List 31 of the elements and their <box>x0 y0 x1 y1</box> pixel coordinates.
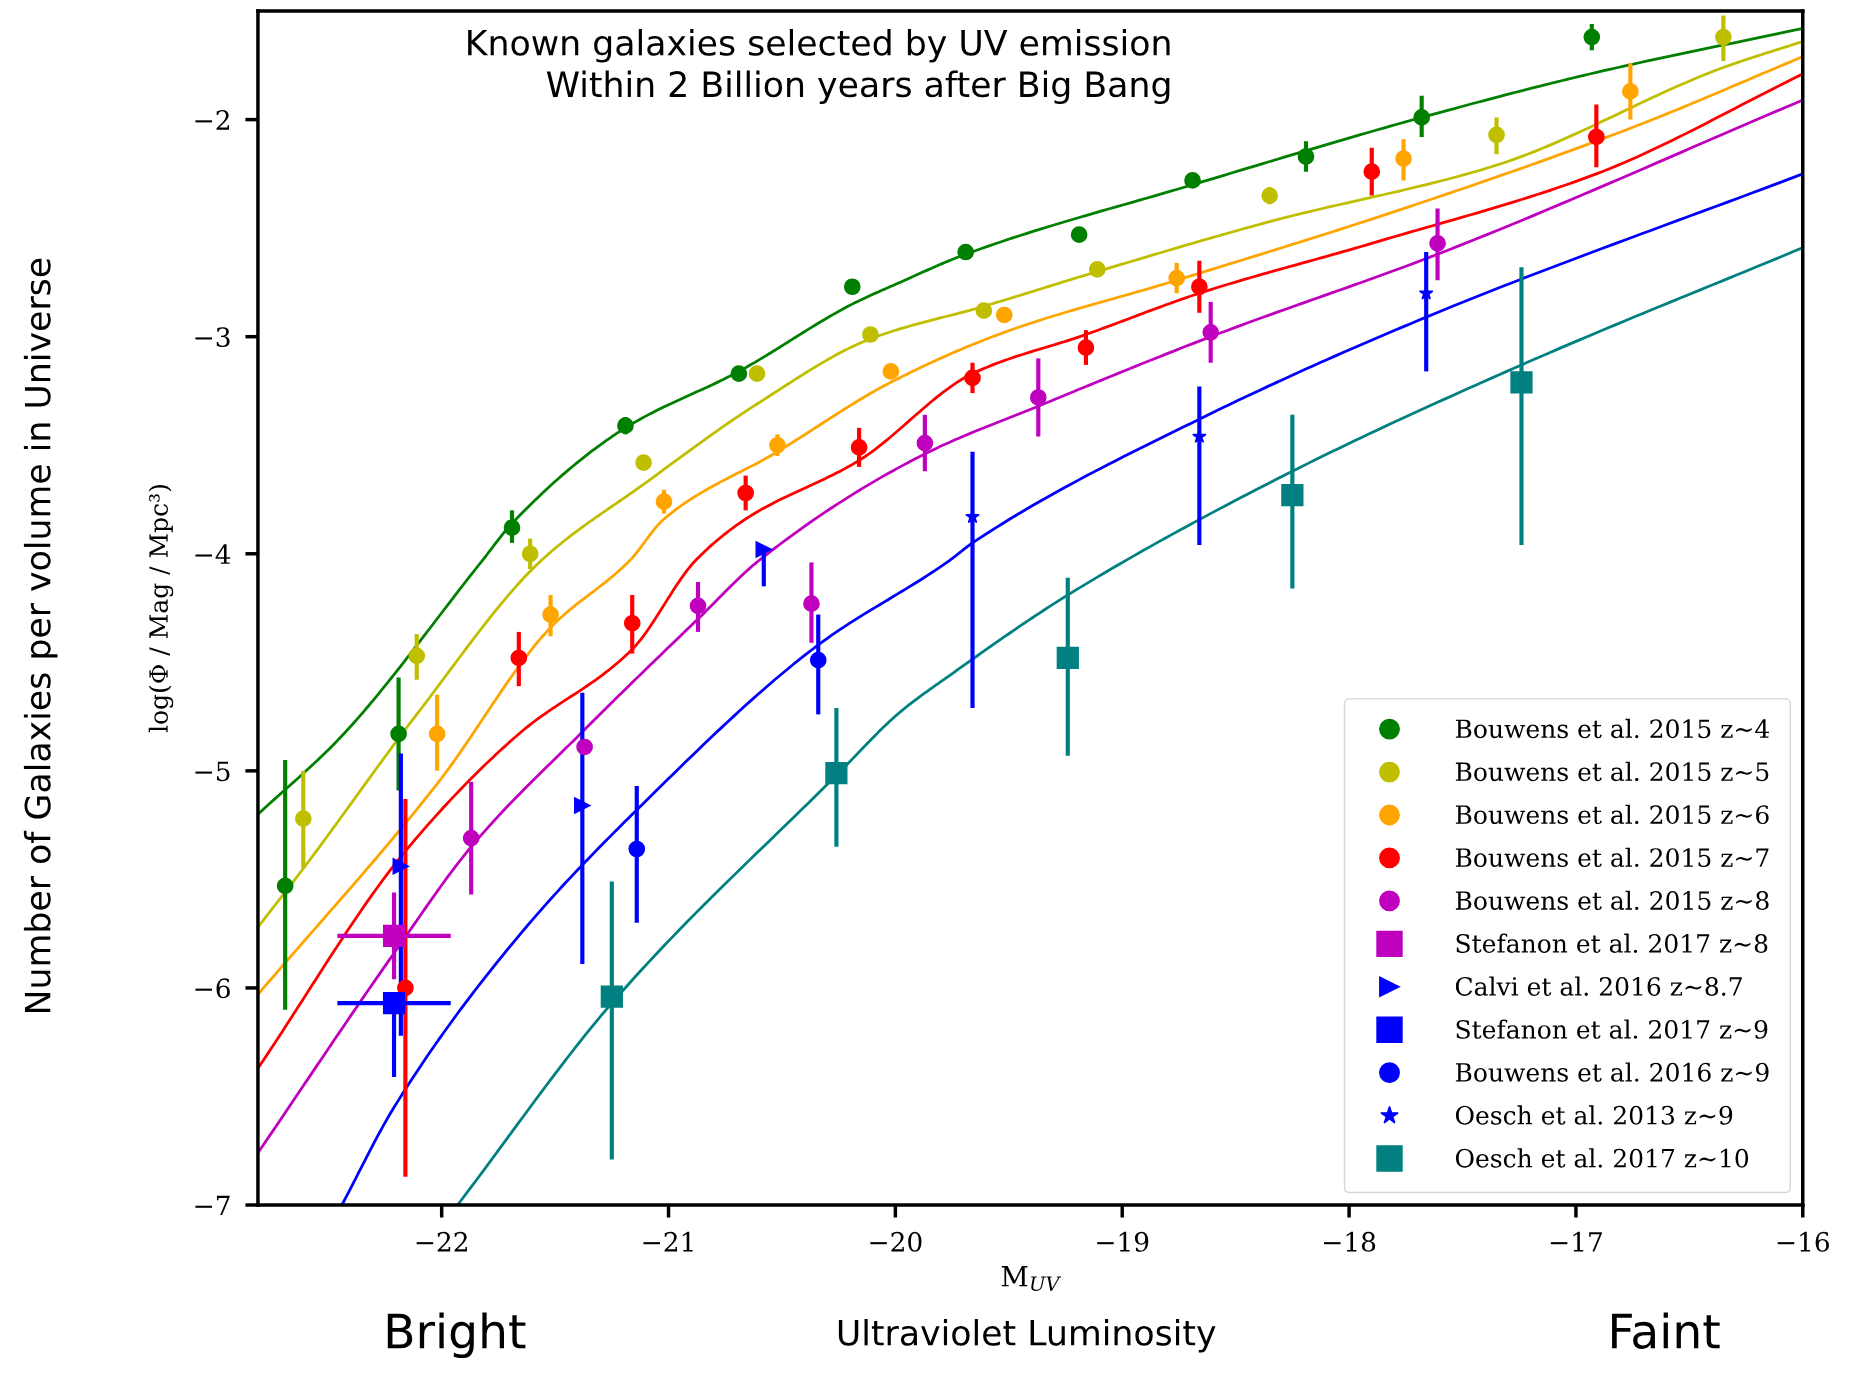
y-tick-label: −4 <box>195 544 231 564</box>
x-tick-label: −16 <box>1777 1231 1829 1252</box>
y-tick-label: −2 <box>195 110 229 130</box>
y-tick-label: −3 <box>195 327 230 348</box>
x-tick-label: −19 <box>1097 1231 1149 1252</box>
legend-label: Bouwens et al. 2016 z∼9 <box>1455 1062 1769 1082</box>
x-tick-label: −22 <box>416 1231 467 1252</box>
y-tick-label: −6 <box>195 978 230 999</box>
legend-label: Bouwens et al. 2015 z∼5 <box>1455 761 1769 782</box>
y-tick-label: −7 <box>195 1195 230 1216</box>
text: Faint <box>1612 1312 1720 1349</box>
y-tick-label: −5 <box>195 761 230 782</box>
x-tick-label: −17 <box>1550 1231 1602 1252</box>
legend-label: Stefanon et al. 2017 z∼8 <box>1456 933 1768 953</box>
legend-label: Calvi et al. 2016 z∼8.7 <box>1455 976 1742 996</box>
x-tick-label: −20 <box>870 1231 922 1252</box>
legend-label: Bouwens et al. 2015 z∼4 <box>1455 718 1770 739</box>
x-tick-label: −18 <box>1324 1231 1376 1252</box>
x-tick-label: −21 <box>643 1231 693 1252</box>
legend-label: Bouwens et al. 2015 z∼6 <box>1455 804 1769 825</box>
legend-label: Bouwens et al. 2015 z∼8 <box>1455 890 1769 910</box>
y-axis-title: log(Φ / Mag / Mpc³) <box>148 485 174 733</box>
legend-label: Oesch et al. 2017 z∼10 <box>1455 1148 1749 1168</box>
legend-label: Bouwens et al. 2015 z∼7 <box>1455 847 1769 868</box>
x-axis-title: M$_{UV}$ <box>1001 1266 1062 1291</box>
text: Ultraviolet Luminosity <box>838 1318 1216 1353</box>
text: Number of Galaxies per volume in Universe <box>23 258 58 1013</box>
text: Bright <box>387 1312 526 1359</box>
legend-label: Stefanon et al. 2017 z∼9 <box>1456 1019 1768 1039</box>
legend-label: Oesch et al. 2013 z∼9 <box>1455 1105 1733 1125</box>
annotation: Known galaxies selected by UV emission Within 2 Billion years after Big Bang <box>468 28 1170 105</box>
